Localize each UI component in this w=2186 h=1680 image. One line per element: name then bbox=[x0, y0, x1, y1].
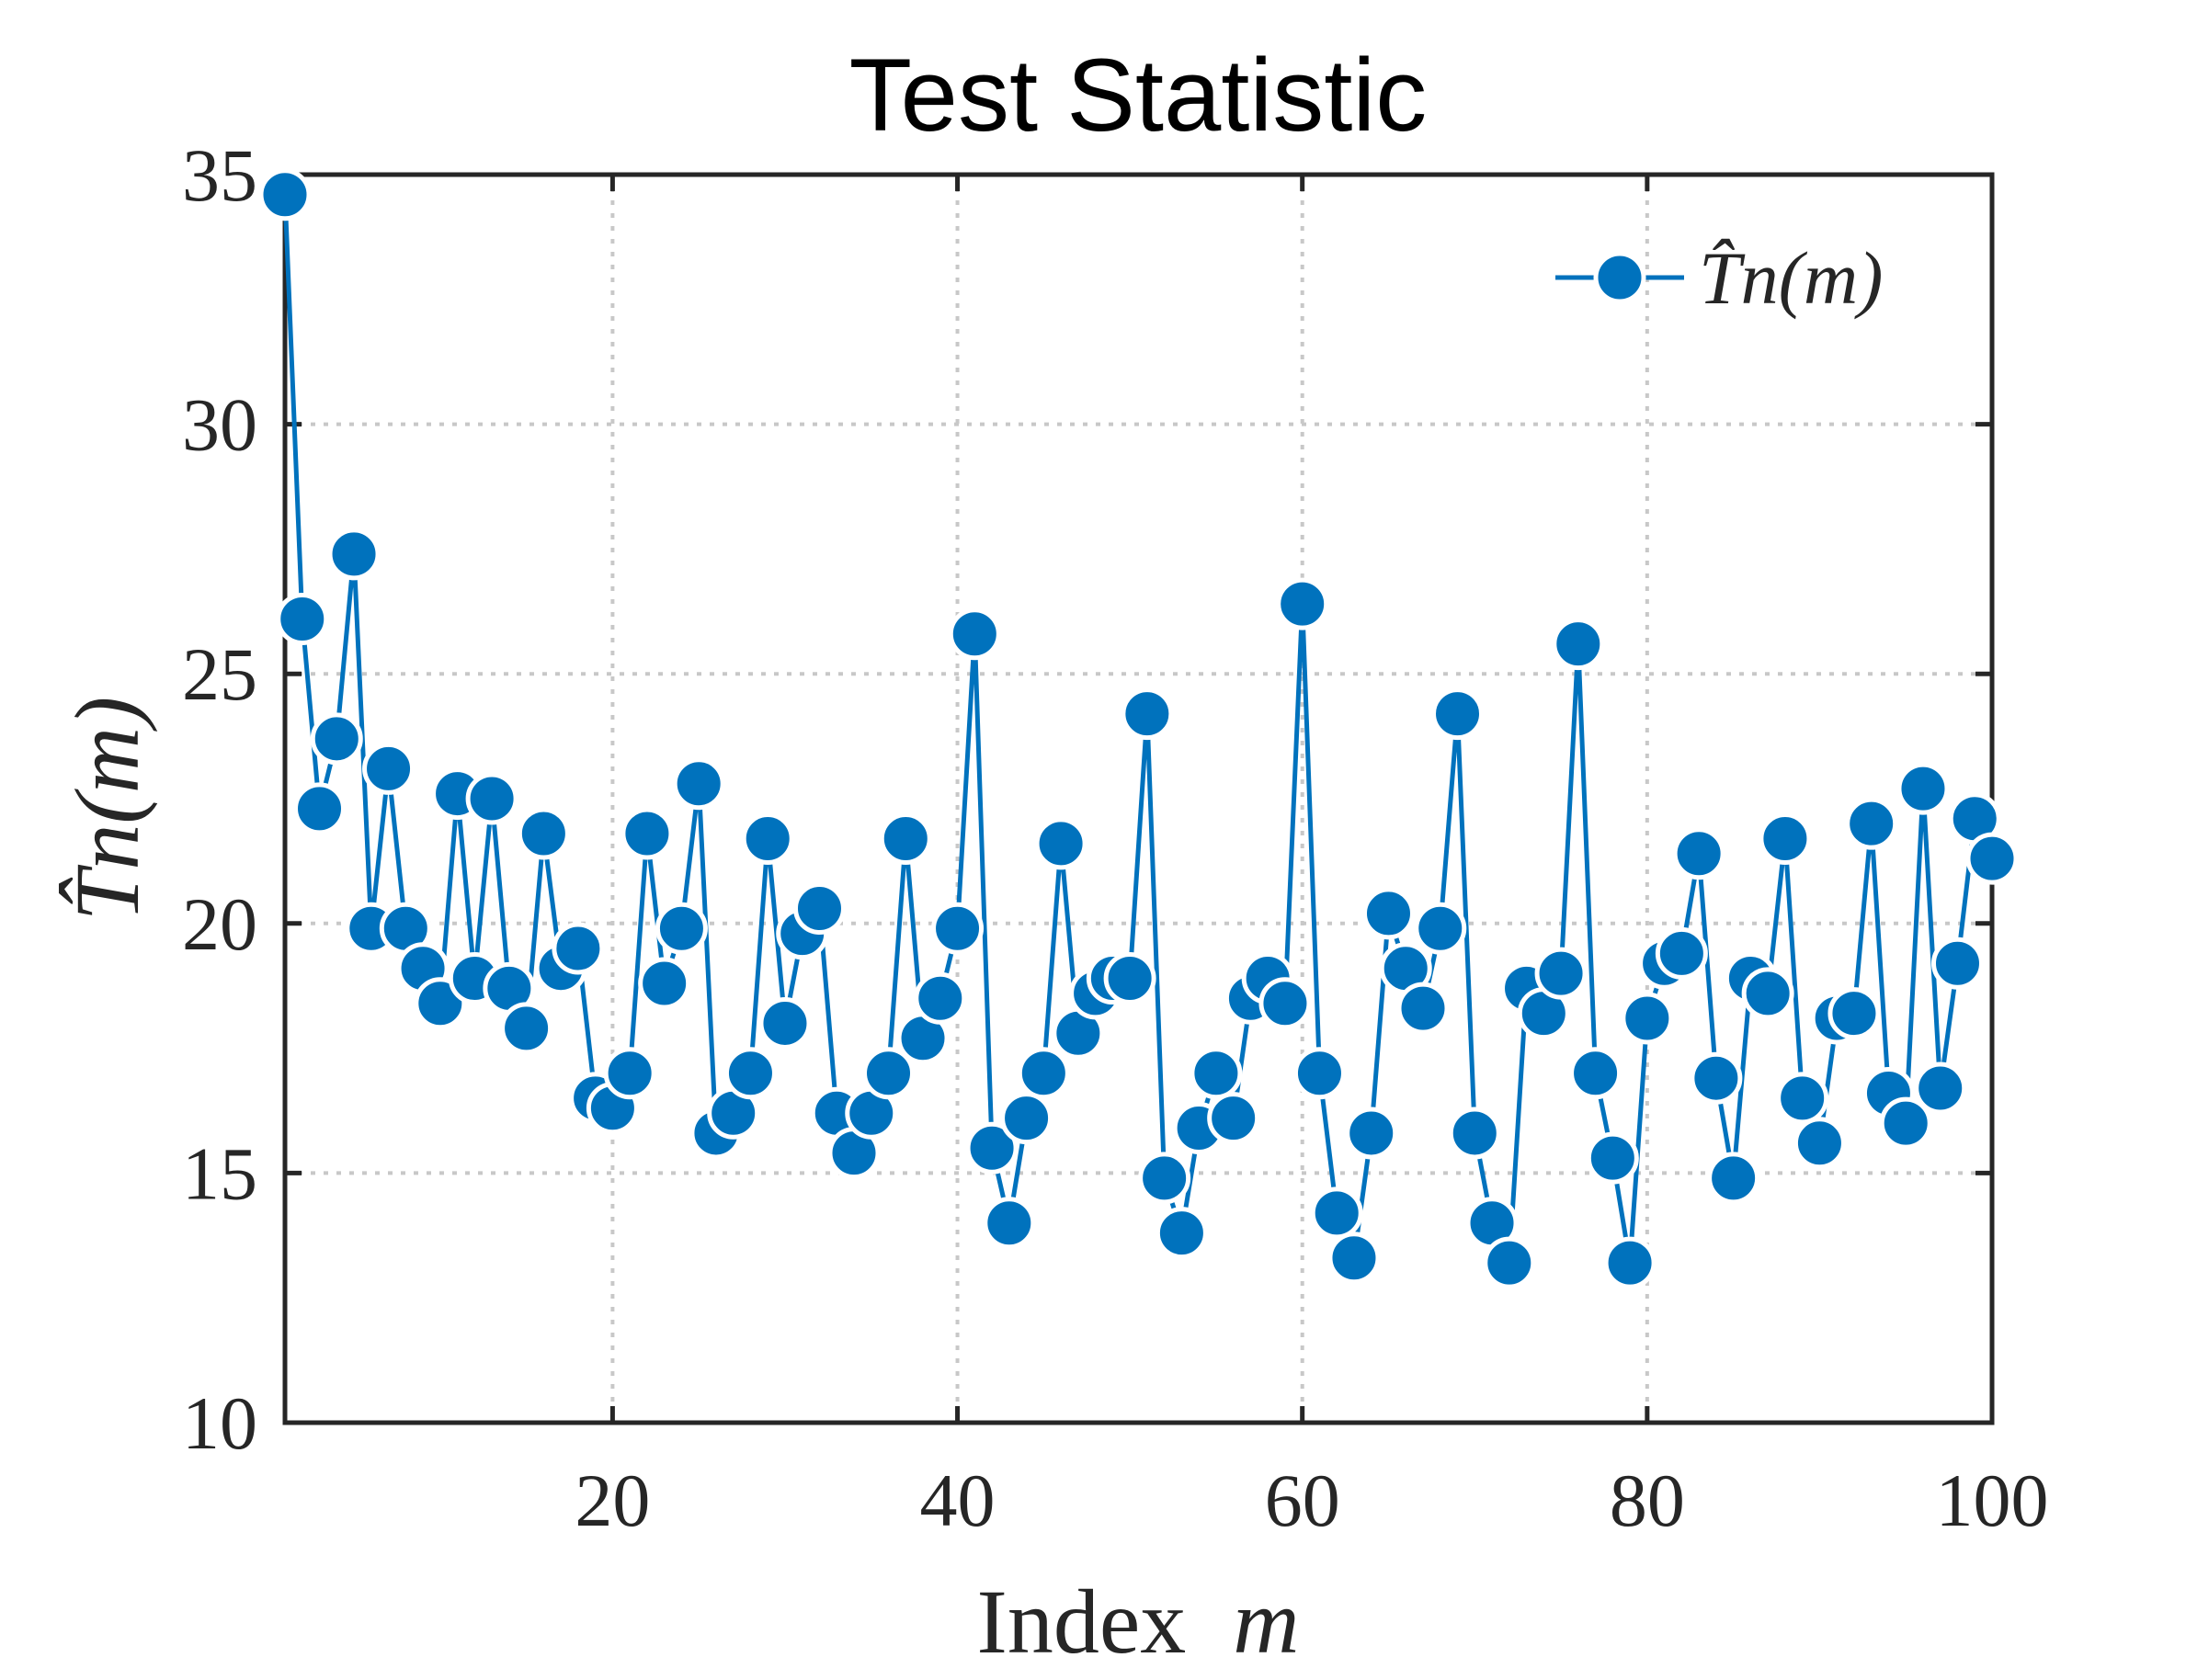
data-point[interactable] bbox=[983, 1197, 1036, 1250]
data-point[interactable] bbox=[1396, 982, 1450, 1035]
x-tick-labels: 20 40 60 80 100 bbox=[575, 1459, 2048, 1542]
data-point[interactable] bbox=[1327, 1232, 1381, 1285]
data-point[interactable] bbox=[1569, 1047, 1622, 1100]
data-point[interactable] bbox=[1930, 936, 1984, 990]
x-tick-label: 40 bbox=[920, 1459, 996, 1542]
data-point[interactable] bbox=[1310, 1186, 1363, 1240]
data-point[interactable] bbox=[1621, 992, 1674, 1045]
data-point[interactable] bbox=[1827, 987, 1881, 1040]
data-point[interactable] bbox=[362, 742, 416, 795]
data-point[interactable] bbox=[1258, 977, 1312, 1030]
data-point[interactable] bbox=[1776, 1072, 1829, 1125]
series-group bbox=[258, 168, 2019, 1289]
legend[interactable]: T̂n(m) bbox=[1555, 236, 1883, 320]
data-point[interactable] bbox=[1793, 1117, 1846, 1170]
y-tick-label: 20 bbox=[182, 882, 257, 966]
data-point[interactable] bbox=[276, 592, 329, 645]
data-point[interactable] bbox=[1414, 902, 1467, 955]
data-point[interactable] bbox=[1017, 1047, 1070, 1100]
data-point[interactable] bbox=[1276, 577, 1329, 630]
data-point[interactable] bbox=[948, 607, 1001, 661]
data-point[interactable] bbox=[1000, 1092, 1053, 1145]
y-tick-label: 15 bbox=[182, 1131, 257, 1215]
data-point[interactable] bbox=[465, 772, 518, 825]
data-point[interactable] bbox=[1361, 887, 1415, 940]
data-point[interactable] bbox=[1155, 1207, 1208, 1260]
data-point[interactable] bbox=[603, 1047, 656, 1100]
data-point[interactable] bbox=[1586, 1131, 1639, 1185]
data-point[interactable] bbox=[1759, 812, 1812, 865]
data-point[interactable] bbox=[621, 807, 674, 860]
data-point[interactable] bbox=[723, 1047, 777, 1100]
y-axis-label: T̂n(m) bbox=[56, 697, 158, 921]
data-point[interactable] bbox=[1292, 1047, 1346, 1100]
data-point[interactable] bbox=[1448, 1107, 1501, 1160]
data-point[interactable] bbox=[879, 812, 932, 865]
y-tick-label: 10 bbox=[182, 1381, 257, 1465]
data-point[interactable] bbox=[655, 902, 708, 955]
data-point[interactable] bbox=[638, 957, 691, 1010]
data-point[interactable] bbox=[293, 782, 347, 835]
data-point[interactable] bbox=[1138, 1152, 1191, 1205]
data-point[interactable] bbox=[1345, 1107, 1398, 1160]
data-point[interactable] bbox=[1103, 952, 1156, 1005]
y-tick-label: 25 bbox=[182, 632, 257, 716]
data-point[interactable] bbox=[672, 757, 725, 811]
x-tick-label: 100 bbox=[1936, 1459, 2049, 1542]
x-tick-label: 80 bbox=[1610, 1459, 1685, 1542]
data-point[interactable] bbox=[1672, 827, 1725, 880]
data-point[interactable] bbox=[1431, 687, 1485, 741]
data-point[interactable] bbox=[1896, 762, 1950, 815]
data-point[interactable] bbox=[1207, 1092, 1260, 1145]
data-point[interactable] bbox=[1707, 1152, 1760, 1205]
x-tick-label: 20 bbox=[575, 1459, 650, 1542]
data-point[interactable] bbox=[1121, 687, 1174, 741]
legend-marker-sample bbox=[1593, 251, 1646, 304]
data-point[interactable] bbox=[1552, 618, 1605, 671]
y-tick-labels: 10 15 20 25 30 35 bbox=[182, 133, 257, 1465]
data-point[interactable] bbox=[1534, 947, 1588, 1000]
data-point[interactable] bbox=[552, 922, 605, 975]
data-point[interactable] bbox=[1034, 817, 1087, 870]
data-point[interactable] bbox=[792, 882, 846, 936]
data-point[interactable] bbox=[1914, 1061, 1967, 1115]
data-point[interactable] bbox=[758, 996, 812, 1050]
plot-area-frame bbox=[282, 172, 1995, 1425]
data-point[interactable] bbox=[862, 1047, 916, 1100]
data-point[interactable] bbox=[1655, 926, 1708, 980]
y-tick-label: 30 bbox=[182, 383, 257, 467]
data-point[interactable] bbox=[1741, 967, 1794, 1020]
data-point[interactable] bbox=[500, 1002, 553, 1055]
data-point[interactable] bbox=[741, 812, 794, 865]
x-axis-label-text: Index bbox=[977, 1571, 1187, 1673]
data-point[interactable] bbox=[1879, 1096, 1932, 1150]
x-axis-label: Index m bbox=[977, 1571, 1300, 1673]
x-tick-label: 60 bbox=[1265, 1459, 1340, 1542]
data-point[interactable] bbox=[1603, 1236, 1657, 1289]
grid bbox=[285, 175, 1992, 1423]
data-point[interactable] bbox=[1690, 1051, 1743, 1105]
data-point[interactable] bbox=[914, 971, 967, 1025]
data-point[interactable] bbox=[517, 807, 570, 860]
data-point[interactable] bbox=[1965, 832, 2019, 885]
data-point[interactable] bbox=[1845, 797, 1898, 850]
data-point[interactable] bbox=[1483, 1236, 1536, 1289]
data-point[interactable] bbox=[258, 168, 312, 221]
data-point[interactable] bbox=[1190, 1047, 1243, 1100]
data-point[interactable] bbox=[327, 528, 381, 581]
data-point[interactable] bbox=[931, 902, 985, 955]
y-tick-label: 35 bbox=[182, 133, 257, 217]
chart-title: Test Statistic bbox=[849, 38, 1428, 153]
x-axis-label-variable: m bbox=[1233, 1571, 1299, 1673]
data-point[interactable] bbox=[965, 1121, 1019, 1175]
legend-entry-label: T̂n(m) bbox=[1699, 236, 1883, 320]
data-point[interactable] bbox=[310, 712, 363, 766]
